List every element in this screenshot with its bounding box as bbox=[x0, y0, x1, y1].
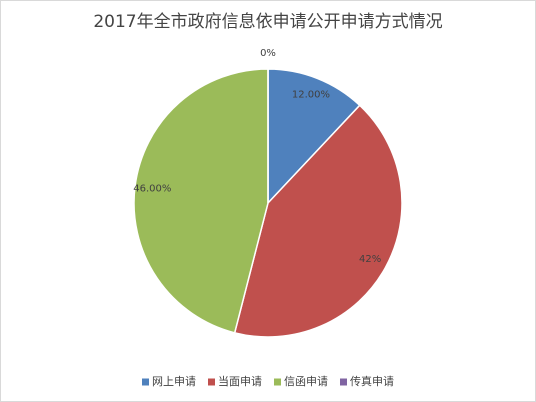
legend-swatch bbox=[208, 378, 215, 386]
legend-label: 信函申请 bbox=[284, 375, 328, 388]
legend-label: 网上申请 bbox=[152, 375, 196, 388]
legend-label: 当面申请 bbox=[218, 374, 262, 388]
legend-swatch bbox=[340, 378, 347, 386]
chart-title: 2017年全市政府信息依申请公开申请方式情况 bbox=[93, 12, 442, 32]
legend-swatch bbox=[142, 378, 149, 386]
pie-slice bbox=[233, 104, 403, 338]
pie-slice bbox=[133, 68, 269, 334]
pie-slice bbox=[267, 68, 361, 205]
data-label: 46.00% bbox=[133, 183, 171, 194]
data-label: 0% bbox=[260, 48, 276, 59]
legend-label: 传真申请 bbox=[350, 374, 394, 388]
legend-swatch bbox=[274, 378, 281, 386]
data-label: 42% bbox=[359, 254, 381, 265]
data-label: 12.00% bbox=[292, 90, 330, 101]
